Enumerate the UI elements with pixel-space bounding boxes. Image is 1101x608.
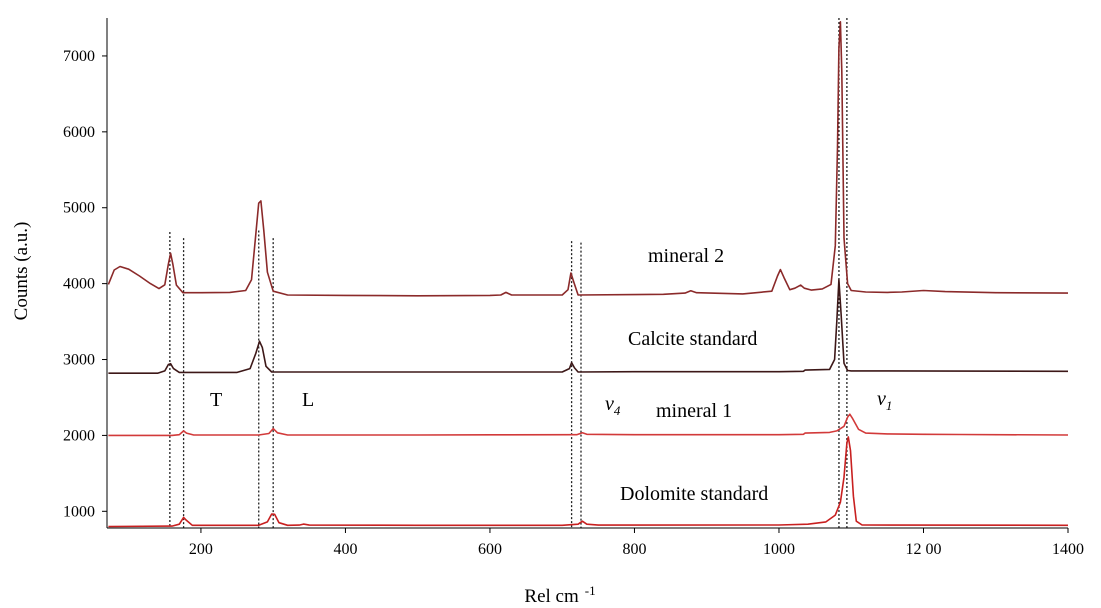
y-tick-label: 7000 [63,48,95,65]
x-tick-label: 600 [478,541,502,558]
series-line-mineral-1 [108,413,1069,437]
series-line-dolomite-standard [108,436,1069,528]
label-dolomite-standard: Dolomite standard [620,483,768,505]
y-tick-label: 4000 [63,276,95,293]
y-axis-title: Counts (a.u.) [11,222,32,321]
series-line-calcite-standard [108,279,1069,374]
label-T: T [210,389,222,411]
series-group [107,21,1069,528]
x-tick-label: 200 [189,541,213,558]
x-tick-label: 12 00 [905,541,941,558]
y-ticks: 1000 2000 3000 4000 5000 6000 7000 [63,48,107,520]
label-mineral-1: mineral 1 [656,400,732,422]
y-tick-label: 2000 [63,427,95,444]
y-tick-label: 5000 [63,200,95,217]
reference-lines [169,18,848,528]
y-tick-label: 6000 [63,124,95,141]
x-axis-title: Rel cm -1 [524,583,595,607]
x-tick-label: 800 [622,541,646,558]
y-tick-label: 1000 [63,503,95,520]
label-mineral-2: mineral 2 [648,245,724,267]
label-calcite-standard: Calcite standard [628,328,757,350]
y-tick-label: 3000 [63,352,95,369]
x-tick-label: 400 [333,541,357,558]
label-v4: v4 [605,393,621,418]
label-L: L [302,389,314,411]
x-ticks: 200 400 600 800 1000 12 00 1400 [189,528,1084,558]
label-v1: v1 [877,388,892,413]
x-tick-label: 1400 [1052,541,1084,558]
series-line-mineral-2 [107,21,1069,297]
x-tick-label: 1000 [763,541,795,558]
